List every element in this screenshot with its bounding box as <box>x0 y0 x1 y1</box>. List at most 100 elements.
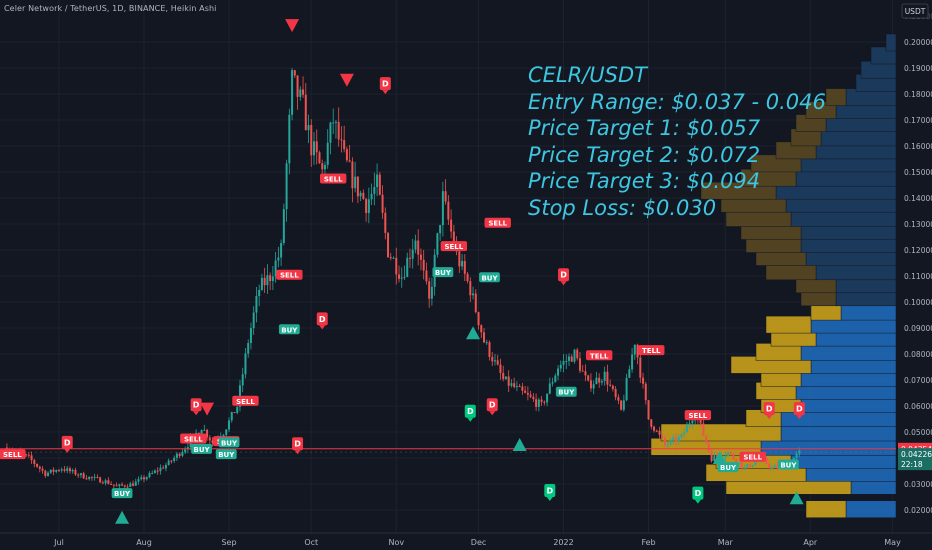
price-axis-label: 0.03000 <box>904 480 932 489</box>
candle-body <box>60 469 63 471</box>
candle-body <box>504 376 507 380</box>
candle-body <box>121 484 124 486</box>
candle-body <box>644 383 647 401</box>
svg-text:D: D <box>796 405 803 414</box>
candle-body <box>277 257 280 261</box>
candle-body <box>334 121 337 123</box>
svg-text:BUY: BUY <box>114 490 131 498</box>
candle-body <box>466 273 469 282</box>
time-axis-label: Dec <box>471 538 486 547</box>
svg-text:SELL: SELL <box>444 243 463 251</box>
svg-text:D: D <box>560 271 567 280</box>
svg-text:BUY: BUY <box>435 269 452 277</box>
candle-body <box>408 257 411 259</box>
candle-body <box>472 293 475 296</box>
candle-body <box>376 174 379 188</box>
candle-body <box>156 470 159 472</box>
svg-text:D: D <box>319 315 326 324</box>
buy-signal: BUY <box>278 324 300 335</box>
price-axis-label: 0.13000 <box>904 220 932 229</box>
candle-body <box>628 369 631 378</box>
candle-body <box>463 261 466 274</box>
candle-body <box>145 477 148 480</box>
candle-body <box>30 455 33 461</box>
candle-body <box>713 455 716 462</box>
candle-body <box>354 176 357 189</box>
candle-body <box>329 122 332 143</box>
d-signal: D <box>793 402 805 420</box>
svg-text:SELL: SELL <box>184 436 203 444</box>
candle-body <box>107 480 110 484</box>
candle-body <box>398 274 401 279</box>
candle-body <box>639 357 642 378</box>
candle-body <box>705 435 708 444</box>
buy-signal: BUY <box>717 462 739 473</box>
buy-arrow-marker <box>712 451 727 464</box>
candle-body <box>543 401 546 403</box>
candle-body <box>595 377 598 385</box>
candle-body <box>318 152 321 164</box>
candle-body <box>340 139 343 141</box>
profile-bar-buy <box>845 500 897 518</box>
candle-body <box>447 201 450 220</box>
candle-body <box>554 375 557 383</box>
candle-body <box>653 426 656 431</box>
candle-body <box>493 360 496 362</box>
svg-text:BUY: BUY <box>780 462 797 470</box>
candle-body <box>266 275 269 286</box>
candle-body <box>403 276 406 278</box>
candle-body <box>485 342 488 344</box>
candle-body <box>252 312 255 329</box>
candle-body <box>211 440 214 443</box>
price-axis-label: 0.06000 <box>904 402 932 411</box>
svg-text:SELL: SELL <box>280 272 299 280</box>
candle-body <box>230 412 233 421</box>
candle-body <box>502 373 505 380</box>
candle-body <box>557 368 560 376</box>
price-axis-label: 0.14000 <box>904 194 932 203</box>
candle-body <box>441 191 444 226</box>
currency-badge <box>901 3 929 19</box>
candle-body <box>532 396 535 400</box>
candle-body <box>411 249 414 259</box>
candle-body <box>99 477 102 483</box>
price-axis-label: 0.12000 <box>904 246 932 255</box>
candle-body <box>302 89 305 95</box>
time-axis-label: Aug <box>136 538 152 547</box>
candle-body <box>337 121 340 140</box>
price-axis-label: 0.11000 <box>904 272 932 281</box>
candle-body <box>417 240 420 255</box>
candle-body <box>82 473 85 479</box>
candle-body <box>63 469 66 471</box>
candle-body <box>197 432 200 434</box>
candle-body <box>77 474 80 476</box>
svg-text:D: D <box>546 487 553 496</box>
candle-body <box>716 455 719 457</box>
candle-body <box>507 376 510 386</box>
candle-body <box>288 114 291 164</box>
candle-body <box>529 394 532 397</box>
d-signal: D <box>61 435 73 453</box>
candle-body <box>609 384 612 386</box>
candle-body <box>55 470 58 472</box>
buy-arrow-marker <box>466 326 481 340</box>
buy-signal: BUY <box>479 272 500 283</box>
price-axis-label: 0.16000 <box>904 142 932 151</box>
candle-body <box>104 480 107 484</box>
candle-body <box>345 149 348 161</box>
candle-body <box>729 452 732 455</box>
candle-body <box>153 470 156 473</box>
candle-body <box>461 261 464 267</box>
candle-body <box>776 465 779 468</box>
svg-text:BUY: BUY <box>221 439 238 447</box>
candle-body <box>326 142 329 166</box>
candle-body <box>524 390 527 393</box>
candle-body <box>132 483 135 486</box>
sell-signal: SELL <box>684 410 712 421</box>
candle-body <box>244 353 247 375</box>
buy-signal: BUY <box>218 437 240 448</box>
time-axis-label: Mar <box>718 538 734 547</box>
candle-body <box>148 473 151 478</box>
